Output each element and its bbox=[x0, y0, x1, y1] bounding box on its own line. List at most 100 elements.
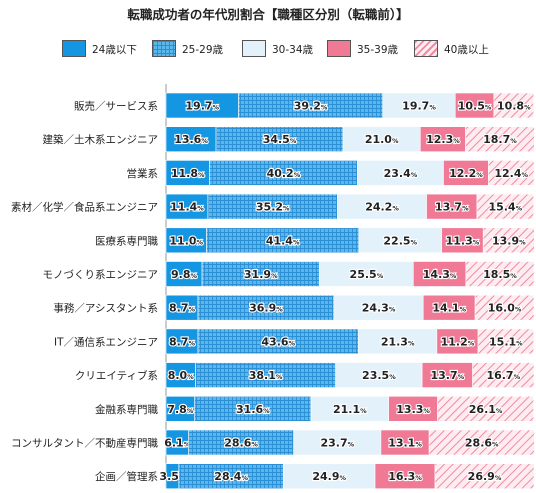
data-label: 7.8% bbox=[167, 403, 194, 416]
bar-segment bbox=[443, 160, 489, 186]
bar-segment bbox=[358, 227, 442, 254]
data-label: 26.9% bbox=[468, 470, 502, 483]
bar-segment bbox=[422, 294, 476, 321]
bar-segment bbox=[209, 160, 358, 186]
data-label: 24.3% bbox=[362, 302, 396, 315]
bar-segment bbox=[382, 92, 456, 119]
data-label: 16.0% bbox=[488, 302, 522, 315]
category-label: IT／通信系エンジニア bbox=[54, 336, 158, 348]
category-label: 医療系専門職 bbox=[95, 234, 158, 247]
bar-segment bbox=[482, 227, 535, 254]
bar-segment bbox=[195, 362, 336, 388]
data-label: 14.1% bbox=[432, 302, 466, 315]
bar-segment bbox=[165, 160, 210, 186]
bar-segment bbox=[165, 126, 217, 152]
data-label: 22.5% bbox=[383, 234, 417, 247]
data-label: 38.1% bbox=[249, 369, 283, 382]
bar-segment bbox=[474, 294, 535, 321]
data-label: 21.0% bbox=[365, 133, 399, 146]
data-label: 21.1% bbox=[333, 403, 367, 416]
data-label: 24.9% bbox=[312, 470, 346, 483]
data-label: 13.9% bbox=[492, 234, 526, 247]
data-label: 28.4% bbox=[214, 470, 248, 483]
legend-swatch bbox=[327, 40, 351, 57]
bar-segment bbox=[426, 193, 478, 220]
bar-segment bbox=[472, 362, 535, 388]
data-label: 11.4% bbox=[170, 201, 204, 214]
legend-swatch bbox=[414, 40, 438, 57]
data-label: 43.6% bbox=[261, 335, 295, 348]
bar-segment bbox=[293, 429, 382, 456]
data-label: 19.7% bbox=[185, 100, 219, 113]
data-label: 16.7% bbox=[486, 369, 520, 382]
bar-segment bbox=[476, 193, 534, 220]
data-label: 13.1% bbox=[388, 437, 422, 450]
bar-segment bbox=[380, 429, 430, 456]
data-label: 34.5% bbox=[263, 133, 297, 146]
data-label: 36.9% bbox=[249, 302, 283, 315]
data-label: 39.2% bbox=[294, 100, 328, 113]
data-label: 21.3% bbox=[381, 335, 415, 348]
bar-segment bbox=[206, 227, 360, 254]
data-label: 14.3% bbox=[423, 268, 457, 281]
data-label: 23.7% bbox=[320, 437, 354, 450]
data-label: 16.3% bbox=[388, 470, 422, 483]
bar-segment bbox=[388, 395, 438, 422]
data-label: 11.2% bbox=[441, 335, 475, 348]
data-label: 25.5% bbox=[350, 268, 384, 281]
bar-segment bbox=[436, 328, 479, 355]
data-label: 15.1% bbox=[489, 335, 523, 348]
data-label: 18.5% bbox=[483, 268, 517, 281]
category-label: 企画／管理系 bbox=[95, 470, 158, 483]
data-label: 11.8% bbox=[171, 167, 205, 180]
bar-segment bbox=[165, 227, 207, 254]
data-label: 13.6% bbox=[174, 133, 208, 146]
bar-segment bbox=[197, 328, 359, 355]
data-label: 6.1% bbox=[164, 437, 191, 450]
legend-swatch bbox=[242, 40, 266, 57]
data-label: 9.8% bbox=[171, 268, 198, 281]
data-label: 8.0% bbox=[168, 369, 195, 382]
data-label: 12.3% bbox=[426, 133, 460, 146]
data-label: 12.4% bbox=[494, 167, 528, 180]
bar-segment bbox=[197, 294, 335, 321]
bar-segment bbox=[358, 328, 438, 355]
data-label: 13.7% bbox=[435, 201, 469, 214]
data-label: 19.7% bbox=[402, 100, 436, 113]
legend-label: 30-34歳 bbox=[272, 44, 314, 56]
bar-segment bbox=[437, 395, 534, 422]
data-label: 35.2% bbox=[256, 201, 290, 214]
data-label: 11.3% bbox=[446, 234, 480, 247]
data-label: 28.6% bbox=[465, 437, 499, 450]
data-label: 15.4% bbox=[488, 201, 522, 214]
data-label: 10.5% bbox=[458, 100, 492, 113]
legend-label: 25-29歳 bbox=[182, 44, 224, 56]
data-label: 40.2% bbox=[267, 167, 301, 180]
bar-segment bbox=[215, 126, 344, 152]
category-label: コンサルタント／不動産専門職 bbox=[11, 437, 158, 450]
bar-segment bbox=[477, 328, 534, 355]
data-label: 31.9% bbox=[244, 268, 278, 281]
category-label: 事務／アシスタント系 bbox=[53, 302, 158, 315]
category-label: クリエイティブ系 bbox=[75, 369, 158, 382]
bar-segment bbox=[342, 126, 421, 152]
bar-segment bbox=[333, 294, 424, 321]
legend-swatch bbox=[152, 40, 176, 57]
bar-segment bbox=[165, 395, 196, 422]
bar-segment bbox=[428, 429, 535, 456]
data-label: 18.7% bbox=[483, 133, 517, 146]
data-label: 26.1% bbox=[469, 403, 503, 416]
bar-segment bbox=[421, 362, 473, 388]
data-label: 10.8% bbox=[497, 100, 531, 113]
data-label: 12.2% bbox=[449, 167, 483, 180]
data-label: 28.6% bbox=[224, 437, 258, 450]
legend-swatch bbox=[62, 40, 86, 57]
bar-segment bbox=[465, 261, 535, 287]
bar-segment bbox=[178, 463, 284, 490]
category-label: モノづくり系エンジニア bbox=[43, 269, 159, 281]
legend-label: 35-39歳 bbox=[357, 44, 399, 56]
category-label: 販売／サービス系 bbox=[74, 100, 158, 113]
bar-segment bbox=[310, 395, 389, 422]
chart-title: 転職成功者の年代別割合【職種区分別（転職前）】 bbox=[127, 7, 409, 22]
